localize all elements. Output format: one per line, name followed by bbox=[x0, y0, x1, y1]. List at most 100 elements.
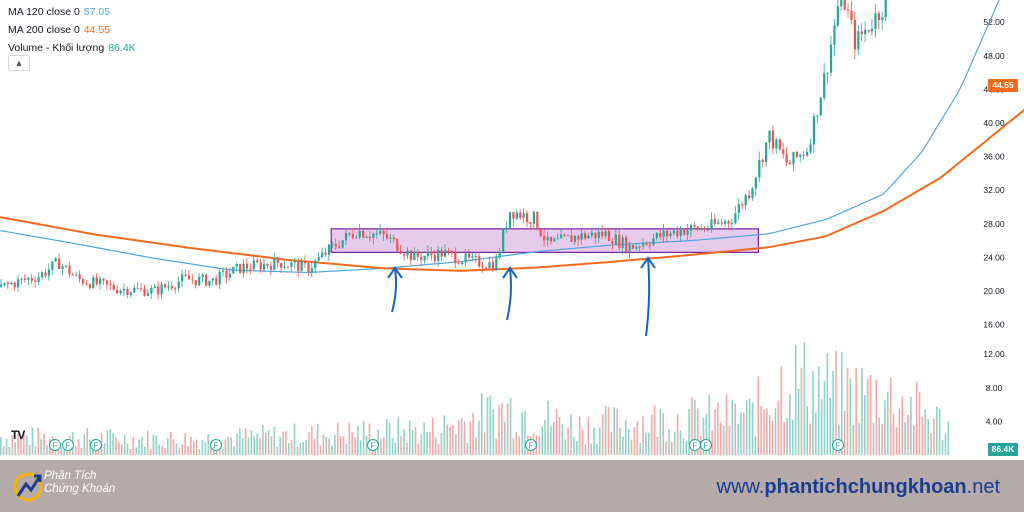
candle-body bbox=[3, 282, 6, 285]
tradingview-logo-icon[interactable]: TV bbox=[11, 428, 25, 442]
candle-body bbox=[204, 274, 208, 286]
event-marker-label: F bbox=[704, 442, 709, 451]
volume-bar bbox=[8, 446, 11, 455]
event-marker-label: F bbox=[66, 442, 71, 451]
volume-bar bbox=[334, 434, 336, 455]
candle-body bbox=[413, 251, 416, 261]
volume-bar bbox=[178, 448, 181, 455]
candle-body bbox=[327, 244, 331, 255]
candle-body bbox=[843, 0, 846, 10]
candle-body bbox=[471, 256, 474, 258]
candle-body bbox=[536, 211, 539, 230]
volume-bar bbox=[912, 425, 915, 455]
volume-bar bbox=[642, 416, 644, 455]
candle-body bbox=[99, 278, 102, 285]
candle-body bbox=[382, 230, 385, 235]
candle-body bbox=[20, 278, 23, 280]
volume-bar bbox=[129, 449, 132, 455]
candle-body bbox=[303, 260, 307, 264]
volume-bar bbox=[46, 445, 48, 455]
volume-bar bbox=[578, 416, 581, 455]
volume-bar bbox=[308, 432, 310, 455]
volume-bar bbox=[109, 429, 112, 455]
chart-area[interactable]: 4.00 8.00 12.00 16.00 20.00 24.00 28.00 32.00 36… bbox=[0, 0, 1024, 460]
volume-bar bbox=[60, 447, 63, 455]
volume-bar bbox=[322, 434, 325, 455]
volume-bar bbox=[434, 437, 437, 455]
volume-bar bbox=[161, 445, 163, 455]
volume-bar bbox=[898, 408, 901, 455]
volume-bar bbox=[351, 431, 353, 455]
candle-body bbox=[618, 234, 621, 248]
volume-bar bbox=[601, 414, 604, 455]
y-tick-label: 12.00 bbox=[983, 349, 1005, 359]
candle-body bbox=[416, 251, 419, 258]
candle-body bbox=[488, 262, 491, 269]
volume-bar bbox=[679, 430, 682, 455]
candle-body bbox=[17, 279, 20, 288]
candle-body bbox=[61, 266, 64, 270]
volume-bar bbox=[115, 437, 117, 455]
candle-body bbox=[245, 263, 249, 269]
candle-body bbox=[225, 270, 228, 278]
volume-bar bbox=[910, 396, 912, 455]
website-link[interactable]: www.phantichchungkhoan.net bbox=[717, 476, 1000, 499]
volume-bar bbox=[743, 412, 745, 455]
volume-bar bbox=[933, 418, 935, 455]
candle-body bbox=[0, 284, 3, 287]
price-chart[interactable]: 4.00 8.00 12.00 16.00 20.00 24.00 28.00 32.00 36… bbox=[0, 0, 1024, 460]
candle-body bbox=[491, 262, 495, 270]
candle-body bbox=[174, 288, 177, 290]
volume-bar bbox=[786, 418, 788, 455]
candle-body bbox=[717, 222, 720, 224]
candle-body bbox=[679, 229, 682, 237]
legend-ma120[interactable]: MA 120 close 0 57.05 bbox=[8, 3, 136, 21]
volume-bar bbox=[907, 414, 909, 455]
candle-body bbox=[870, 28, 874, 32]
collapse-legend-button[interactable]: ▲ bbox=[8, 55, 30, 71]
legend-ma120-label: MA 120 close 0 bbox=[8, 6, 80, 18]
volume-bar bbox=[34, 446, 37, 455]
volume-bar bbox=[388, 422, 391, 455]
candle-body bbox=[27, 278, 30, 280]
volume-bar bbox=[610, 431, 613, 455]
volume-bar bbox=[650, 414, 653, 455]
candle-body bbox=[850, 10, 853, 20]
volume-bar bbox=[581, 429, 584, 455]
volume-bar bbox=[524, 411, 526, 455]
brand-line2: Chứng Khoán bbox=[44, 483, 116, 495]
volume-bar bbox=[843, 410, 846, 455]
volume-bar bbox=[216, 447, 218, 455]
candle-body bbox=[751, 188, 754, 198]
event-marker-label: F bbox=[693, 442, 698, 451]
volume-bar bbox=[357, 426, 359, 455]
candle-body bbox=[522, 213, 525, 218]
volume-bar bbox=[325, 436, 328, 455]
volume-bar bbox=[210, 443, 212, 455]
volume-bar bbox=[596, 443, 598, 455]
volume-bar bbox=[544, 419, 546, 455]
event-marker-label: F bbox=[529, 442, 534, 451]
volume-bar bbox=[339, 436, 342, 455]
legend-ma200[interactable]: MA 200 close 0 44.55 bbox=[8, 21, 136, 39]
volume-bar bbox=[613, 407, 616, 455]
volume-bar bbox=[584, 444, 587, 455]
candle-body bbox=[628, 244, 631, 252]
candle-body bbox=[799, 154, 802, 157]
volume-bar bbox=[725, 394, 728, 455]
legend-volume[interactable]: Volume - Khối lượng 86.4K bbox=[8, 39, 136, 57]
volume-bar bbox=[820, 399, 823, 455]
legend-ma120-value: 57.05 bbox=[83, 6, 111, 18]
annotation-arrow bbox=[506, 267, 512, 321]
volume-bar bbox=[639, 443, 641, 455]
candle-body bbox=[802, 154, 805, 156]
volume-bar bbox=[264, 432, 267, 455]
volume-bar bbox=[763, 409, 765, 455]
volume-bar bbox=[449, 426, 451, 455]
volume-bar bbox=[889, 377, 892, 455]
candle-body bbox=[823, 73, 826, 98]
volume-bar bbox=[745, 400, 748, 455]
volume-bar bbox=[149, 448, 152, 455]
candle-body bbox=[638, 246, 641, 248]
volume-bar bbox=[319, 445, 322, 455]
